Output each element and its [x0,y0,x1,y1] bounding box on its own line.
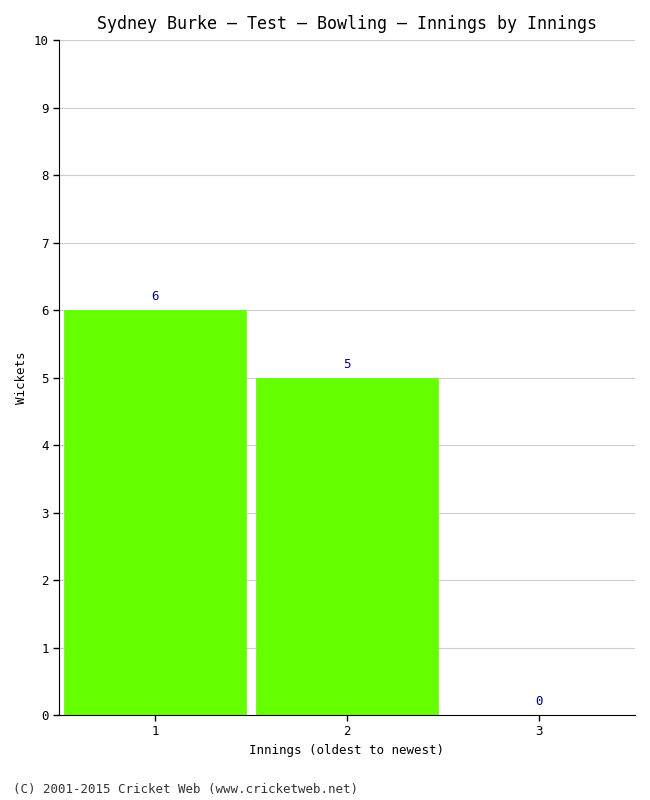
Text: (C) 2001-2015 Cricket Web (www.cricketweb.net): (C) 2001-2015 Cricket Web (www.cricketwe… [13,783,358,796]
Bar [64,310,246,715]
X-axis label: Innings (oldest to newest): Innings (oldest to newest) [250,744,445,757]
Text: 6: 6 [151,290,159,303]
Y-axis label: Wickets: Wickets [15,351,28,404]
Bar [256,378,438,715]
Text: 0: 0 [535,695,543,708]
Title: Sydney Burke – Test – Bowling – Innings by Innings: Sydney Burke – Test – Bowling – Innings … [97,15,597,33]
Text: 5: 5 [343,358,351,371]
